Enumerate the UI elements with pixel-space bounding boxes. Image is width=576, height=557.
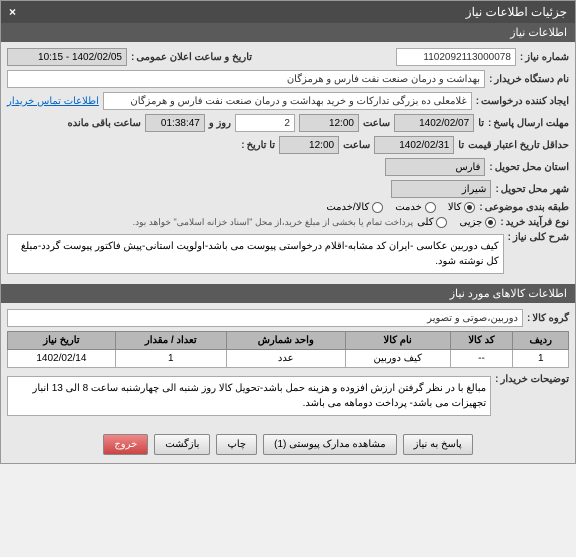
window-title: جزئیات اطلاعات نیاز bbox=[466, 5, 567, 19]
radio-full[interactable]: کلی bbox=[417, 217, 447, 228]
button-bar: پاسخ به نیاز مشاهده مدارک پیوستی (1) چاپ… bbox=[1, 426, 575, 463]
section-goods-title: اطلاعات کالاهای مورد نیاز bbox=[450, 288, 567, 300]
col-name: نام کالا bbox=[345, 332, 450, 350]
response-deadline-label: مهلت ارسال پاسخ bbox=[488, 118, 569, 129]
col-date: تاریخ نیاز bbox=[8, 332, 116, 350]
deadline-date: 1402/02/07 bbox=[394, 114, 474, 132]
radio-goods-label: کالا bbox=[448, 202, 462, 213]
table-header-row: ردیف کد کالا نام کالا واحد شمارش تعداد /… bbox=[8, 332, 569, 350]
delivery-city-field: شیراز bbox=[391, 180, 491, 198]
col-row: ردیف bbox=[513, 332, 569, 350]
valid-ta: تا bbox=[458, 140, 464, 151]
form-area: شماره نیاز 1102092113000078 تاریخ و ساعت… bbox=[1, 42, 575, 284]
radio-icon bbox=[425, 202, 436, 213]
section-title: اطلاعات نیاز bbox=[510, 27, 567, 39]
remaining-time: 01:38:47 bbox=[145, 114, 205, 132]
goods-area: گروه کالا دوربین،صوتی و تصویر ردیف کد کا… bbox=[1, 303, 575, 426]
col-qty: تعداد / مقدار bbox=[115, 332, 226, 350]
cell-qty: 1 bbox=[115, 350, 226, 368]
purchase-type-label: نوع فرآیند خرید bbox=[500, 217, 569, 228]
goods-group-field: دوربین،صوتی و تصویر bbox=[7, 309, 523, 327]
day-label: روز و bbox=[209, 118, 231, 129]
goods-table: ردیف کد کالا نام کالا واحد شمارش تعداد /… bbox=[7, 331, 569, 368]
need-number-field: 1102092113000078 bbox=[396, 48, 516, 66]
print-button[interactable]: چاپ bbox=[216, 434, 257, 455]
category-label: طبقه بندی موضوعی bbox=[479, 202, 569, 213]
requestor-field: غلامعلی ده بزرگی تدارکات و خرید بهداشت و… bbox=[103, 92, 472, 110]
cell-name: کیف دوربین bbox=[345, 350, 450, 368]
radio-goods-service[interactable]: کالا/خدمت bbox=[326, 202, 383, 213]
back-button[interactable]: بازگشت bbox=[154, 434, 210, 455]
delivery-loc-field: فارس bbox=[385, 158, 485, 176]
section-goods-info: اطلاعات کالاهای مورد نیاز bbox=[1, 284, 575, 303]
exit-button[interactable]: خروج bbox=[103, 434, 148, 455]
col-unit: واحد شمارش bbox=[226, 332, 345, 350]
purchase-radio-group: جزیی کلی bbox=[417, 217, 496, 228]
details-window: جزئیات اطلاعات نیاز × اطلاعات نیاز شماره… bbox=[0, 0, 576, 464]
until-label: تا تاریخ bbox=[241, 140, 275, 151]
buyer-field: بهداشت و درمان صنعت نفت فارس و هرمزگان bbox=[7, 70, 485, 88]
radio-service[interactable]: خدمت bbox=[395, 202, 436, 213]
contact-link[interactable]: اطلاعات تماس خریدار bbox=[7, 96, 99, 107]
radio-service-label: خدمت bbox=[395, 202, 422, 213]
buyer-notes-box: مبالغ با در نظر گرفتن ارزش افزوده و هزین… bbox=[7, 376, 491, 416]
delivery-city-label: شهر محل تحویل bbox=[495, 184, 569, 195]
remaining-label: ساعت باقی مانده bbox=[67, 118, 140, 129]
need-number-label: شماره نیاز bbox=[520, 52, 569, 63]
radio-goods[interactable]: کالا bbox=[448, 202, 476, 213]
validity-time: 12:00 bbox=[279, 136, 339, 154]
desc-box: کیف دوربین عکاسی -ایران کد مشابه-اقلام د… bbox=[7, 234, 504, 274]
radio-icon bbox=[485, 217, 496, 228]
radio-partial[interactable]: جزیی bbox=[459, 217, 496, 228]
goods-group-label: گروه کالا bbox=[527, 313, 569, 324]
desc-label: شرح کلی نیاز bbox=[508, 232, 569, 243]
buyer-notes-label: توضیحات خریدار bbox=[495, 374, 569, 385]
validity-label: حداقل تاریخ اعتبار قیمت bbox=[468, 140, 569, 151]
radio-partial-label: جزیی bbox=[459, 217, 482, 228]
time-label-2: ساعت bbox=[343, 140, 370, 151]
validity-date: 1402/02/31 bbox=[374, 136, 454, 154]
purchase-note: پرداخت تمام یا بخشی از مبلغ خرید،از محل … bbox=[133, 217, 413, 228]
buyer-label: نام دستگاه خریدار bbox=[489, 74, 569, 85]
deadline-time: 12:00 bbox=[299, 114, 359, 132]
time-label-1: ساعت bbox=[363, 118, 390, 129]
ta-label: تا bbox=[478, 118, 484, 129]
table-row[interactable]: 1 -- کیف دوربین عدد 1 1402/02/14 bbox=[8, 350, 569, 368]
respond-button[interactable]: پاسخ به نیاز bbox=[403, 434, 473, 455]
col-code: کد کالا bbox=[450, 332, 513, 350]
radio-full-label: کلی bbox=[417, 217, 433, 228]
radio-icon bbox=[464, 202, 475, 213]
cell-date: 1402/02/14 bbox=[8, 350, 116, 368]
cell-row: 1 bbox=[513, 350, 569, 368]
cell-unit: عدد bbox=[226, 350, 345, 368]
delivery-loc-label: استان محل تحویل bbox=[489, 162, 569, 173]
days-field: 2 bbox=[235, 114, 295, 132]
announce-field: 1402/02/05 - 10:15 bbox=[7, 48, 127, 66]
radio-icon bbox=[436, 217, 447, 228]
window-header: جزئیات اطلاعات نیاز × bbox=[1, 1, 575, 23]
requestor-label: ایجاد کننده درخواست bbox=[476, 96, 569, 107]
category-radio-group: کالا خدمت کالا/خدمت bbox=[326, 202, 475, 213]
radio-icon bbox=[372, 202, 383, 213]
attachments-button[interactable]: مشاهده مدارک پیوستی (1) bbox=[263, 434, 397, 455]
radio-goods-service-label: کالا/خدمت bbox=[326, 202, 369, 213]
cell-code: -- bbox=[450, 350, 513, 368]
close-icon[interactable]: × bbox=[9, 5, 16, 19]
announce-label: تاریخ و ساعت اعلان عمومی bbox=[131, 52, 252, 63]
section-need-info: اطلاعات نیاز bbox=[1, 23, 575, 42]
